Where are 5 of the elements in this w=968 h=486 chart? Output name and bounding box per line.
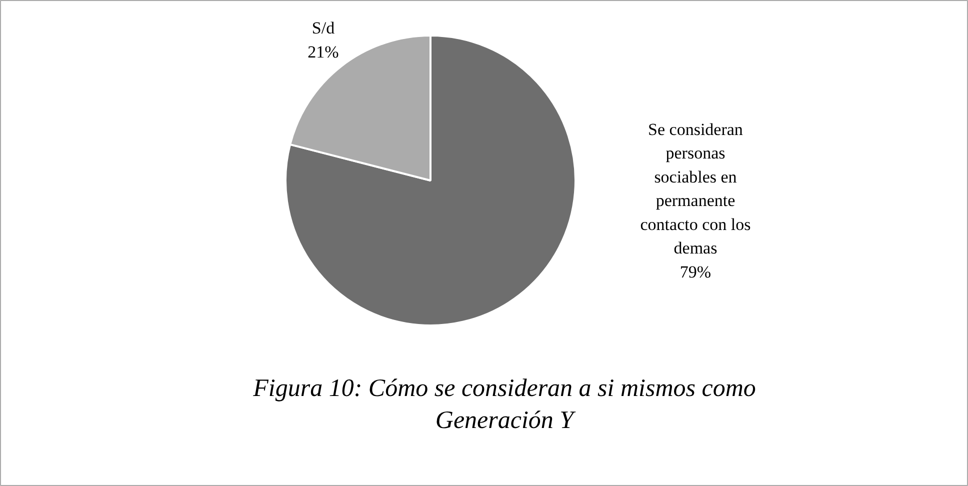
slice-label: S/d [312,18,336,38]
slice-label: Se consideran personas sociables en permanente contacto con los demas [640,120,751,258]
data-label: 79% [680,262,712,282]
data-label: 21% [308,42,339,62]
text: Figura 10: Cómo se consideran a si mismos como Generación Y [252,374,756,434]
